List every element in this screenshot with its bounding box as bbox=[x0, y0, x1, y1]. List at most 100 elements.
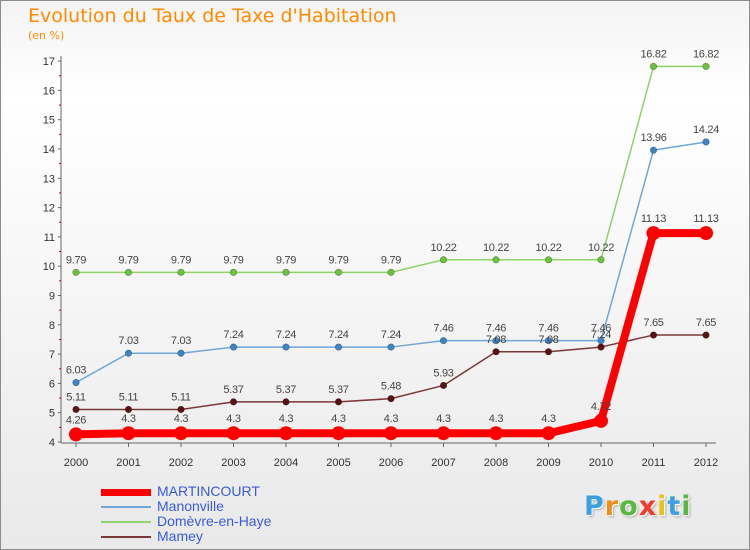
data-point bbox=[124, 405, 133, 414]
data-label: 7.03 bbox=[118, 335, 138, 347]
data-point bbox=[282, 268, 290, 276]
series-mamey bbox=[72, 331, 710, 414]
data-label: 9.79 bbox=[223, 254, 243, 266]
series-martincourt bbox=[69, 226, 713, 442]
x-tick-label: 2001 bbox=[116, 457, 140, 469]
y-tick-label: 11 bbox=[44, 232, 55, 244]
y-tick-label: 6 bbox=[49, 378, 55, 390]
logo-letter: o bbox=[619, 491, 639, 522]
data-label: 7.46 bbox=[433, 323, 453, 335]
logo-letter: i bbox=[657, 491, 668, 522]
y-tick-label: 13 bbox=[43, 173, 55, 185]
logo-letter: t bbox=[667, 491, 682, 522]
data-label: 4.3 bbox=[279, 413, 294, 425]
legend-swatch bbox=[101, 521, 151, 523]
axes: 4 5 6 7 8 9 10 11 12 13 14 15 16 17 2000 2001 2002 2003 20… bbox=[43, 56, 718, 469]
data-point bbox=[492, 348, 500, 356]
data-point bbox=[282, 398, 290, 406]
data-point bbox=[226, 426, 241, 441]
data-label: 7.24 bbox=[328, 329, 348, 341]
data-point bbox=[229, 343, 238, 351]
series-dom-vre-en-haye bbox=[72, 62, 710, 276]
data-label: 4.3 bbox=[436, 413, 451, 425]
data-label: 5.11 bbox=[171, 391, 191, 403]
data-point bbox=[594, 413, 608, 428]
data-point bbox=[436, 426, 451, 441]
data-point bbox=[439, 337, 448, 345]
data-label: 9.79 bbox=[66, 254, 86, 266]
data-label: 9.79 bbox=[118, 254, 138, 266]
chart-subtitle: (en %) bbox=[28, 29, 65, 42]
y-tick-label: 12 bbox=[43, 203, 55, 215]
data-point bbox=[334, 343, 343, 351]
data-point bbox=[72, 405, 80, 414]
data-point bbox=[439, 256, 448, 264]
data-label: 10.22 bbox=[588, 242, 614, 254]
data-label: 5.11 bbox=[119, 391, 139, 403]
data-point bbox=[124, 349, 133, 357]
data-point bbox=[489, 426, 503, 441]
data-label: 13.96 bbox=[640, 132, 666, 144]
data-point bbox=[124, 268, 133, 276]
data-label: 16.82 bbox=[640, 48, 666, 60]
data-label: 5.37 bbox=[223, 384, 243, 396]
logo-letter: x bbox=[638, 491, 658, 522]
x-tick-label: 2005 bbox=[326, 457, 350, 469]
y-tick-label: 10 bbox=[43, 261, 55, 273]
data-label: 10.22 bbox=[483, 242, 509, 254]
y-tick-label: 5 bbox=[49, 408, 55, 420]
data-label: 4.3 bbox=[489, 413, 504, 425]
data-label: 4.3 bbox=[226, 413, 241, 425]
x-tick-label: 2003 bbox=[221, 457, 245, 469]
data-point bbox=[492, 256, 500, 264]
data-point bbox=[439, 381, 448, 390]
data-label: 5.37 bbox=[276, 384, 296, 396]
data-label: 7.24 bbox=[381, 329, 401, 341]
logo-letter: r bbox=[604, 491, 620, 522]
data-label: 4.3 bbox=[331, 413, 346, 425]
x-tick-label: 2008 bbox=[484, 457, 508, 469]
y-tick-label: 14 bbox=[43, 144, 55, 156]
data-label: 6.03 bbox=[66, 365, 86, 377]
data-label: 10.22 bbox=[535, 242, 561, 254]
y-tick-label: 16 bbox=[43, 85, 55, 97]
data-point bbox=[597, 343, 605, 351]
x-tick-label: 2012 bbox=[694, 457, 718, 469]
x-tick-label: 2007 bbox=[431, 457, 455, 469]
data-label: 5.93 bbox=[433, 367, 453, 379]
data-point bbox=[69, 427, 83, 442]
data-label: 10.22 bbox=[430, 242, 456, 254]
legend-label: Manonville bbox=[157, 498, 224, 514]
data-point bbox=[597, 337, 605, 345]
data-point bbox=[646, 226, 661, 241]
x-tick-label: 2004 bbox=[274, 457, 298, 469]
data-label: 7.24 bbox=[223, 329, 243, 341]
data-label: 9.79 bbox=[171, 254, 191, 266]
data-point bbox=[702, 62, 710, 70]
data-labels-layer: 5.11 5.11 5.11 5.37 5.37 5.37 5.48 5.93 7.08 7.08… bbox=[66, 48, 720, 426]
data-point bbox=[544, 348, 553, 356]
y-tick-label: 7 bbox=[49, 349, 55, 361]
data-point bbox=[177, 349, 185, 357]
data-point bbox=[384, 426, 398, 441]
x-tick-label: 2009 bbox=[536, 457, 560, 469]
x-tick-label: 2010 bbox=[589, 457, 613, 469]
y-tick-label: 4 bbox=[49, 437, 55, 449]
data-label: 9.79 bbox=[328, 254, 348, 266]
y-tick-label: 8 bbox=[49, 320, 55, 332]
data-label: 7.08 bbox=[538, 334, 558, 346]
data-label: 7.08 bbox=[486, 334, 506, 346]
data-label: 11.13 bbox=[641, 213, 666, 225]
data-label: 16.82 bbox=[693, 48, 719, 60]
data-label: 4.26 bbox=[66, 414, 86, 426]
x-tick-label: 2011 bbox=[642, 457, 666, 469]
data-point bbox=[387, 395, 395, 403]
data-label: 7.65 bbox=[643, 317, 663, 329]
y-tick-label: 15 bbox=[43, 115, 55, 127]
data-point bbox=[544, 337, 553, 345]
data-point bbox=[72, 268, 80, 276]
data-label: 5.48 bbox=[381, 381, 401, 393]
series-manonville bbox=[72, 138, 710, 387]
